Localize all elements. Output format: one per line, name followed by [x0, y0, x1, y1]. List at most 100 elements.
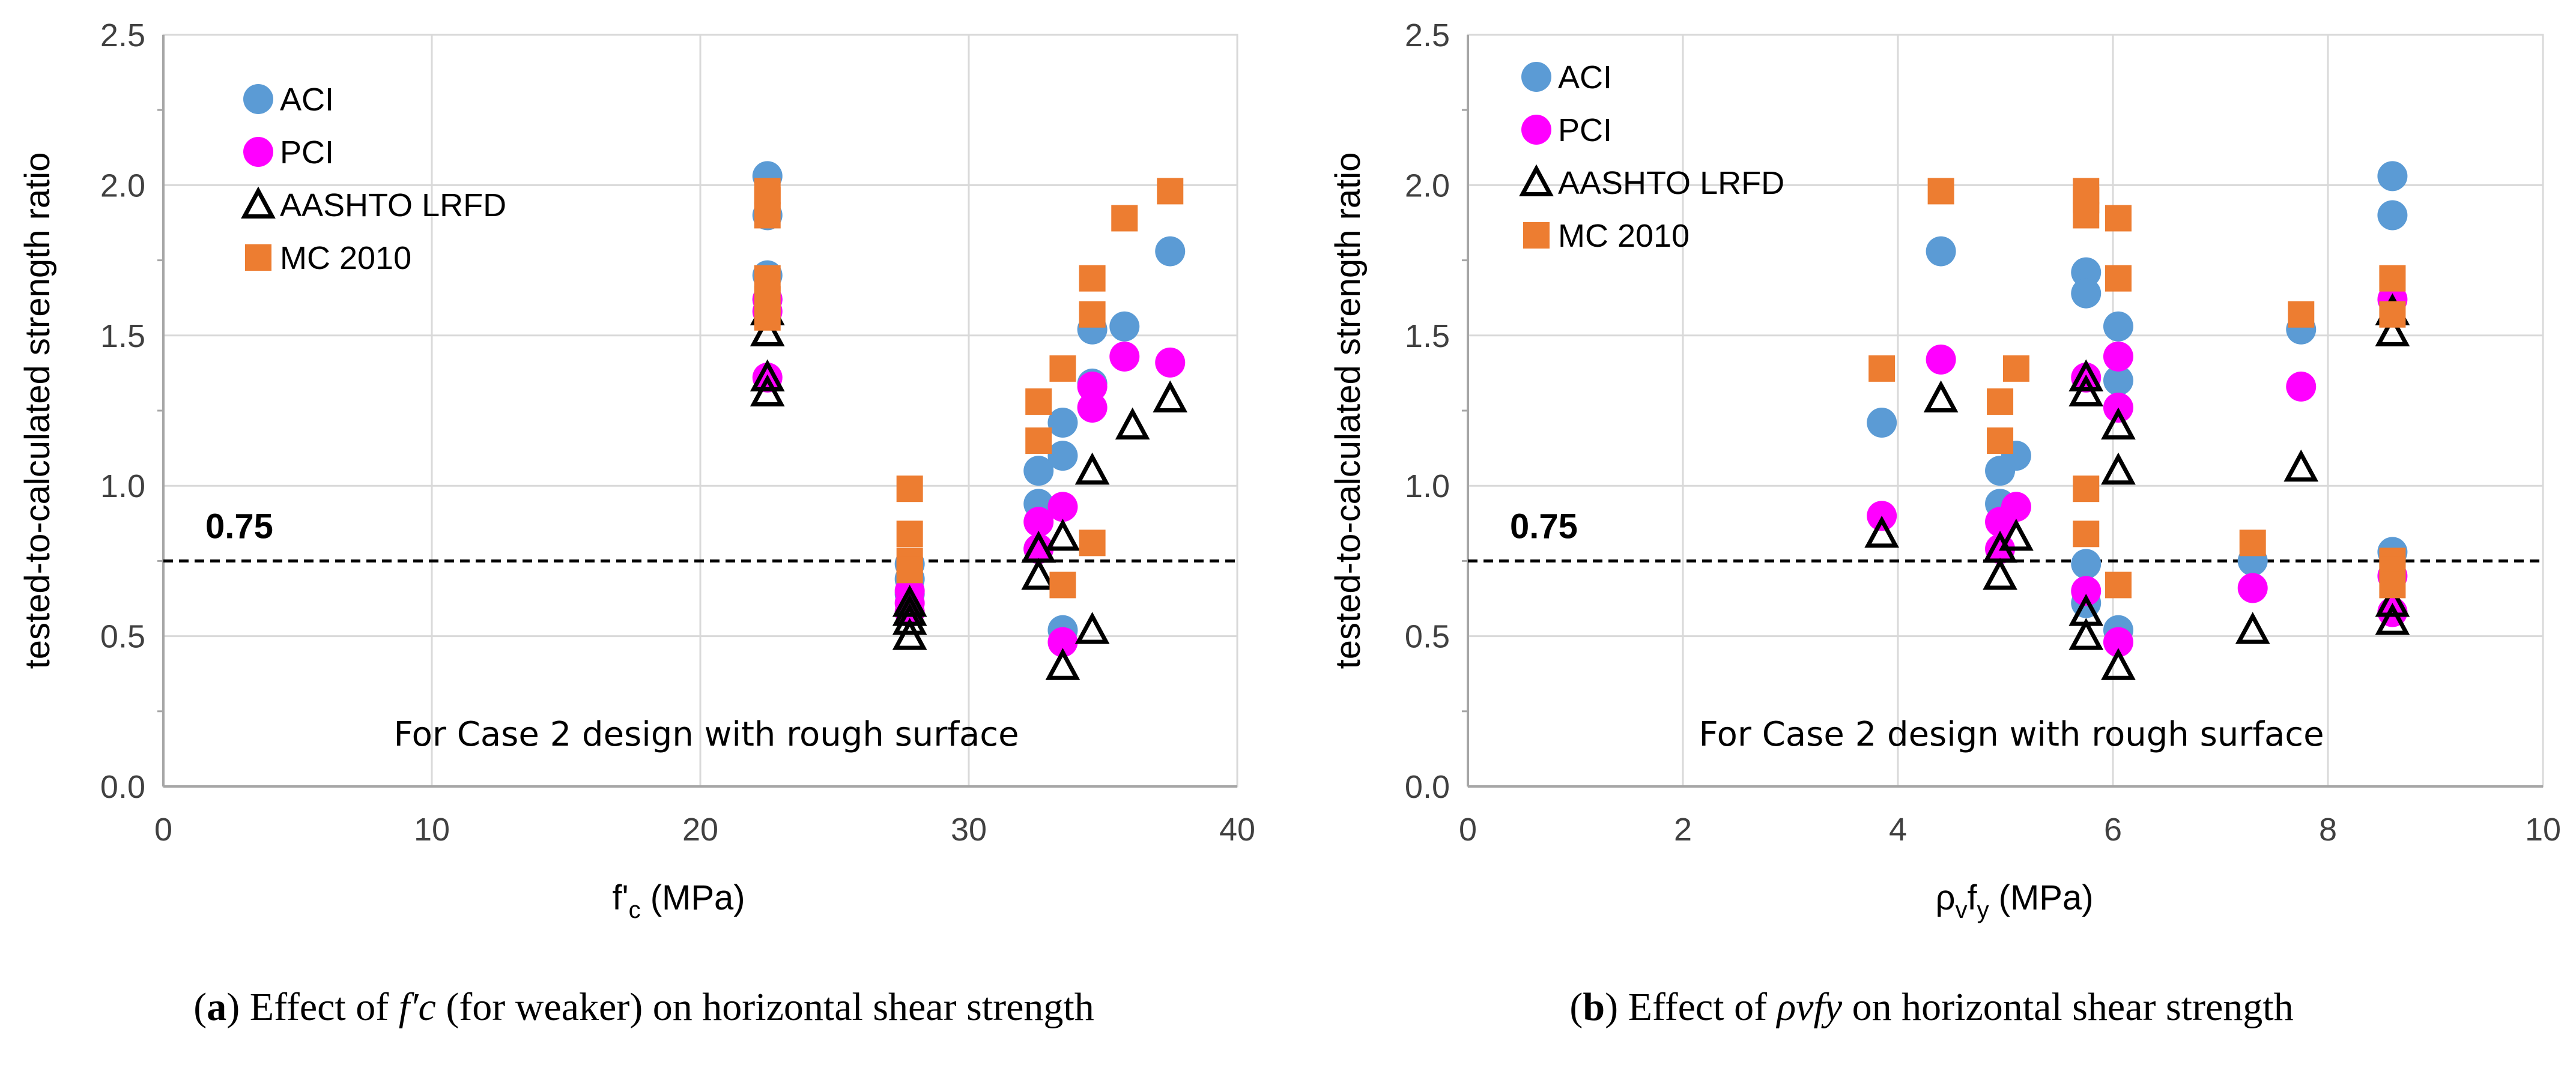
chart-a-point-mc-2010 — [1079, 529, 1106, 557]
chart-b-y-axis-label: tested-to-calculated strength ratio — [1329, 152, 1368, 669]
chart-b-y-tick-label: 1.0 — [1405, 468, 1450, 504]
chart-b-point-aci — [1867, 408, 1897, 438]
chart-b-legend-label-aashto-lrfd: AASHTO LRFD — [1558, 165, 1784, 201]
caption-b-label: b — [1583, 985, 1605, 1029]
chart-a-point-pci — [1047, 627, 1078, 657]
chart-a-x-axis-label-sub: c — [629, 897, 641, 923]
chart-b-point-mc-2010 — [1868, 355, 1896, 382]
chart-a: 0 10 20 30 40 0.0 0.5 1.0 1.5 2.0 2.5 tested-to-cal… — [18, 17, 1255, 923]
chart-a-point-pci — [1023, 534, 1054, 564]
chart-b-point-mc-2010 — [2073, 202, 2100, 229]
chart-a-point-mc-2010 — [1079, 301, 1106, 328]
chart-a-point-mc-2010 — [1079, 265, 1106, 292]
chart-a-legend-marker-mc-2010 — [245, 244, 271, 271]
chart-b-point-mc-2010 — [2105, 572, 2132, 599]
chart-a-point-mc-2010 — [754, 304, 781, 331]
chart-a-legend-marker-aashto-lrfd — [241, 186, 276, 219]
chart-b-point-mc-2010 — [2239, 529, 2266, 557]
chart-a-point-pci — [1047, 492, 1078, 522]
chart-b-point-aashto-lrfd — [2068, 618, 2104, 650]
chart-a-point-mc-2010 — [1049, 572, 1076, 599]
chart-b-point-pci — [2103, 627, 2133, 657]
chart-a-point-aashto-lrfd — [1074, 452, 1110, 485]
chart-b-x-tick-label: 8 — [2319, 812, 2337, 848]
chart-a-y-tick-label: 1.0 — [100, 468, 145, 504]
chart-a-legend-label-aci: ACI — [280, 82, 334, 118]
chart-b-point-aashto-lrfd — [2375, 603, 2410, 635]
chart-a-point-aashto-lrfd — [1153, 380, 1188, 413]
chart-b-legend-marker-pci — [1521, 115, 1551, 145]
chart-a-y-tick-label: 0.5 — [100, 619, 145, 655]
chart-b-legend-label-mc-2010: MC 2010 — [1558, 218, 1690, 254]
caption-b-text-after: on horizontal shear strength — [1842, 985, 2294, 1029]
chart-a-legend-label-pci: PCI — [280, 134, 334, 170]
chart-b-point-aci — [2071, 278, 2102, 309]
chart-a-x-tick-label: 40 — [1219, 812, 1255, 848]
chart-b-y-tick-label: 1.5 — [1405, 318, 1450, 354]
chart-b-x-axis-label: ρvfy (MPa) — [1935, 878, 2093, 923]
chart-a-x-axis-label-main: f' — [612, 878, 628, 917]
chart-a-point-aashto-lrfd — [750, 359, 785, 391]
chart-b-point-mc-2010 — [1927, 178, 1954, 205]
chart-b-point-aashto-lrfd — [1983, 558, 2017, 590]
chart-b-point-pci — [1926, 344, 1956, 375]
chart-a-y-axis-label: tested-to-calculated strength ratio — [18, 152, 57, 669]
chart-b-point-aci — [2377, 161, 2408, 192]
chart-b-point-mc-2010 — [2105, 265, 2132, 292]
chart-b-point-mc-2010 — [2288, 301, 2315, 328]
chart-b-point-pci — [2071, 576, 2102, 606]
chart-b-point-pci — [2237, 573, 2268, 603]
chart-b-x-tick-label: 6 — [2104, 812, 2122, 848]
chart-b-legend-marker-aashto-lrfd — [1519, 164, 1554, 197]
chart-b-point-aashto-lrfd — [2375, 314, 2410, 346]
caption-a-label: a — [207, 985, 227, 1029]
chart-b-point-aashto-lrfd — [2101, 407, 2136, 440]
chart-b-series-aashto-lrfd — [1864, 293, 2410, 680]
chart-b-x-tick-label: 4 — [1889, 812, 1907, 848]
chart-b-point-aci — [2377, 200, 2408, 231]
caption-b-symbol: ρvfy — [1777, 985, 1843, 1029]
chart-b-legend-label-aci: ACI — [1558, 59, 1612, 95]
chart-b-x-axis-label-sub: v — [1955, 897, 1967, 923]
chart-a-point-aci — [1023, 456, 1054, 486]
chart-b-legend-marker-aci — [1521, 62, 1551, 92]
chart-a-point-aashto-lrfd — [1045, 518, 1080, 551]
chart-b-point-aashto-lrfd — [2068, 374, 2104, 407]
chart-b-x-axis-label-sub2: y — [1977, 897, 1989, 923]
chart-b: 0 2 4 6 8 10 0.0 0.5 1.0 1.5 2.0 2.5 tested-to-calcu… — [1329, 17, 2561, 923]
chart-b-reference-line-label: 0.75 — [1510, 507, 1578, 546]
chart-b-point-aashto-lrfd — [1864, 515, 1900, 548]
chart-a-y-tick-label: 1.5 — [100, 318, 145, 354]
chart-b-point-mc-2010 — [2073, 520, 2100, 548]
chart-a-point-pci — [1155, 347, 1186, 378]
chart-a-point-pci — [1109, 341, 1140, 372]
chart-a-point-aashto-lrfd — [1045, 648, 1080, 680]
chart-a-point-aashto-lrfd — [892, 585, 927, 617]
chart-b-series-mc-2010 — [1868, 178, 2406, 599]
chart-a-x-tick-label: 10 — [414, 812, 450, 848]
chart-b-point-aashto-lrfd — [2068, 359, 2104, 391]
chart-b-point-pci — [2286, 371, 2317, 402]
chart-b-point-mc-2010 — [2073, 475, 2100, 502]
panel-b: 0 2 4 6 8 10 0.0 0.5 1.0 1.5 2.0 2.5 tested-to-calcu… — [1288, 0, 2575, 1071]
chart-b-x-axis-label-unit: (MPa) — [1989, 878, 2094, 917]
chart-a-point-mc-2010 — [1025, 427, 1052, 454]
chart-a-point-mc-2010 — [1157, 178, 1184, 205]
chart-a-y-tick-label: 2.0 — [100, 167, 145, 204]
chart-a-legend-label-mc-2010: MC 2010 — [280, 240, 411, 276]
caption-a: (a) Effect of f′c (for weaker) on horizo… — [193, 985, 1094, 1029]
chart-b-point-aashto-lrfd — [2101, 452, 2136, 485]
chart-a-legend-marker-pci — [243, 137, 273, 167]
chart-a-y-tick-label: 2.5 — [100, 17, 145, 53]
chart-b-legend-marker-mc-2010 — [1523, 222, 1550, 249]
caption-a-text-after: (for weaker) on horizontal shear strengt… — [435, 985, 1094, 1029]
chart-b-legend-label-pci: PCI — [1558, 112, 1612, 148]
chart-b-y-tick-label: 0.0 — [1405, 769, 1450, 805]
chart-a-point-aashto-lrfd — [892, 603, 927, 635]
chart-a-point-mc-2010 — [896, 520, 923, 548]
chart-b-point-mc-2010 — [2002, 355, 2029, 382]
chart-b-point-aci — [2103, 365, 2133, 396]
chart-b-annotation: For Case 2 design with rough surface — [1699, 715, 2324, 754]
chart-a-point-aashto-lrfd — [750, 374, 785, 407]
chart-a-x-axis-label-unit: (MPa) — [641, 878, 745, 917]
